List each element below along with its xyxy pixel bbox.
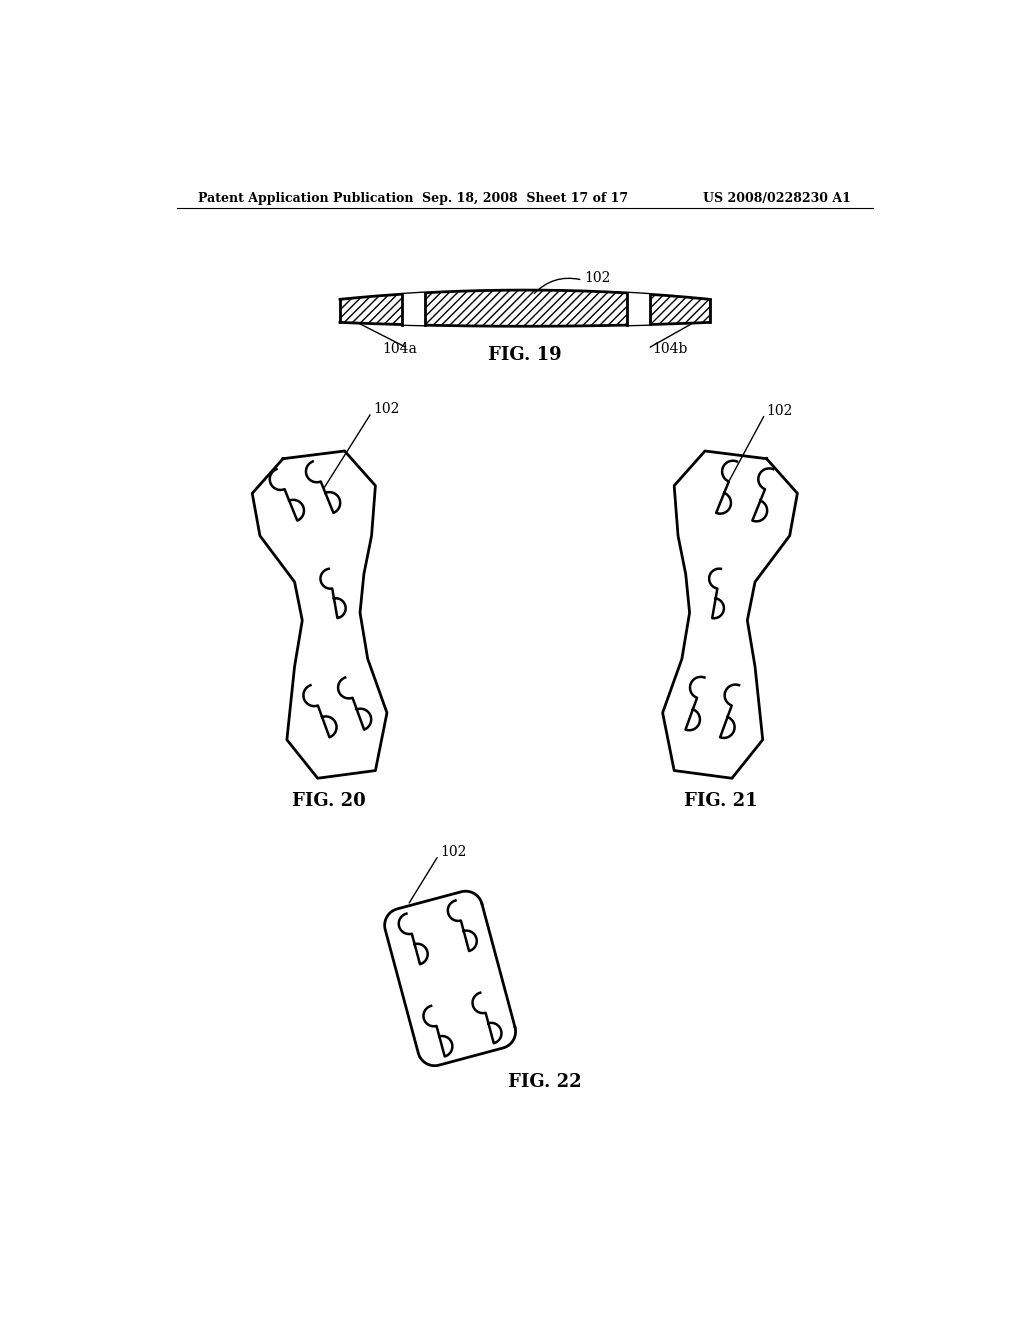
Text: 104b: 104b (652, 342, 687, 356)
Text: FIG. 21: FIG. 21 (684, 792, 757, 810)
Text: 102: 102 (440, 845, 467, 859)
Text: 102: 102 (373, 403, 399, 416)
Text: 102: 102 (584, 271, 610, 285)
Text: US 2008/0228230 A1: US 2008/0228230 A1 (703, 191, 851, 205)
Text: Patent Application Publication: Patent Application Publication (199, 191, 414, 205)
Text: FIG. 20: FIG. 20 (292, 792, 367, 810)
Polygon shape (340, 290, 710, 326)
Text: 102: 102 (767, 404, 793, 418)
Text: FIG. 22: FIG. 22 (508, 1073, 582, 1092)
Text: Sep. 18, 2008  Sheet 17 of 17: Sep. 18, 2008 Sheet 17 of 17 (422, 191, 628, 205)
Text: FIG. 19: FIG. 19 (488, 346, 561, 364)
Text: 104a: 104a (382, 342, 417, 356)
